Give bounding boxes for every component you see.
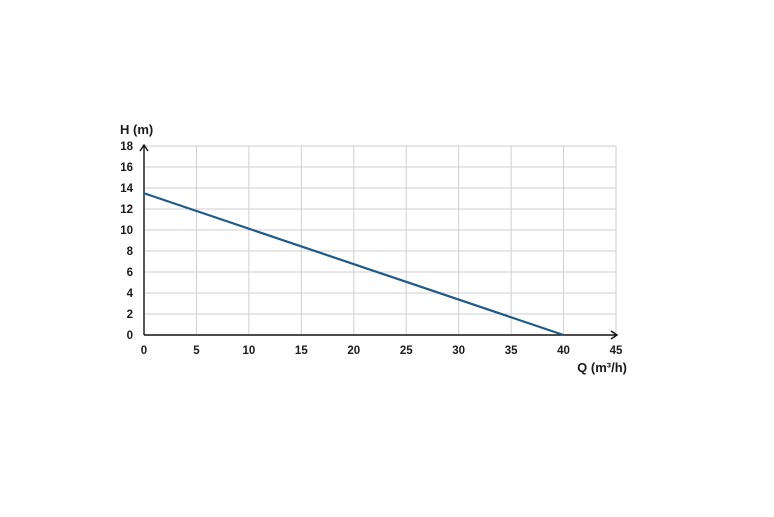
x-axis-arrow — [610, 330, 619, 340]
y-tick-label: 14 — [120, 183, 133, 195]
x-tick-label: 45 — [610, 345, 623, 357]
y-tick-label: 10 — [120, 225, 133, 237]
y-tick-label: 16 — [120, 162, 133, 174]
x-tick-label: 10 — [242, 345, 255, 357]
y-tick-label: 12 — [120, 204, 133, 216]
x-tick-labels: 0 5 10 15 20 25 30 35 40 45 — [141, 345, 623, 357]
axes — [139, 143, 619, 340]
x-axis-title: Q (m³/h) — [577, 360, 627, 375]
x-tick-label: 15 — [295, 345, 308, 357]
x-tick-label: 0 — [141, 345, 147, 357]
x-tick-label: 25 — [400, 345, 413, 357]
x-tick-label: 40 — [557, 345, 570, 357]
x-tick-label: 20 — [347, 345, 360, 357]
x-tick-label: 5 — [193, 345, 200, 357]
y-tick-label: 18 — [120, 141, 133, 153]
y-tick-label: 6 — [127, 267, 133, 279]
y-tick-label: 2 — [127, 309, 133, 321]
y-tick-labels: 0 2 4 6 8 10 12 14 16 18 — [120, 141, 133, 342]
grid — [144, 145, 617, 335]
y-tick-label: 4 — [127, 288, 134, 300]
pump-curve-line — [142, 192, 565, 337]
x-tick-label: 30 — [452, 345, 465, 357]
x-tick-label: 35 — [505, 345, 518, 357]
y-axis-arrow — [139, 143, 149, 152]
series — [142, 192, 565, 337]
y-tick-label: 8 — [127, 246, 134, 258]
y-tick-label: 0 — [127, 330, 133, 342]
y-axis-title: H (m) — [120, 122, 153, 137]
